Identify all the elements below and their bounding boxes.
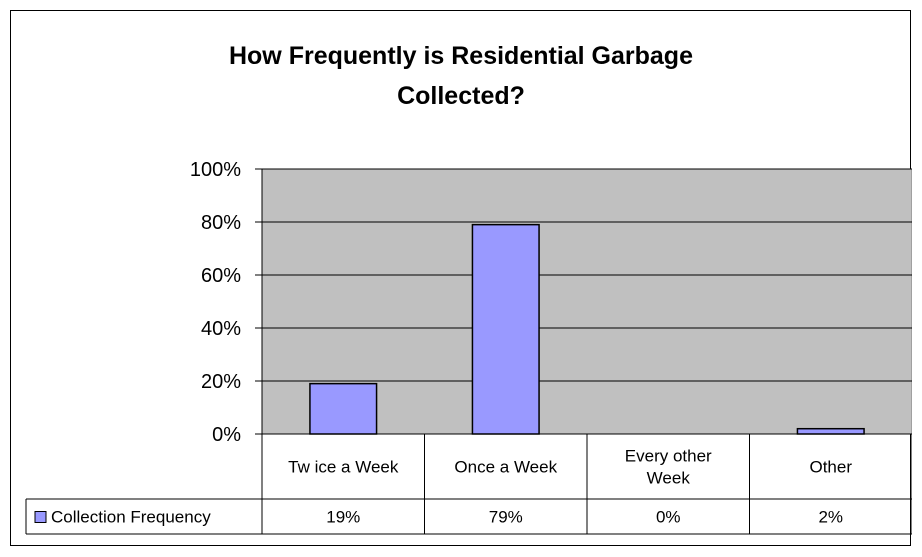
chart-title-line: How Frequently is Residential Garbage <box>229 42 693 70</box>
bar <box>796 427 865 435</box>
chart-title-line: Collected? <box>397 82 525 110</box>
category-label: Week <box>647 469 691 488</box>
bar <box>309 382 378 435</box>
y-tick-label: 0% <box>212 424 241 446</box>
data-value-label: 2% <box>818 508 843 527</box>
y-tick-label: 80% <box>201 212 241 234</box>
gridlines <box>262 168 912 382</box>
chart-frame: How Frequently is Residential Garbage Col… <box>10 10 912 546</box>
category-label: Every other <box>625 447 712 466</box>
legend-series-name: Collection Frequency <box>51 508 211 527</box>
category-label: Tw ice a Week <box>288 458 399 477</box>
legend-swatch <box>34 511 47 523</box>
category-label: Once a Week <box>454 458 557 477</box>
y-tick-label: 60% <box>201 265 241 287</box>
data-value-label: 0% <box>656 508 681 527</box>
data-value-label: 19% <box>326 508 360 527</box>
y-tick-label: 100% <box>190 159 241 181</box>
data-value-label: 79% <box>489 508 523 527</box>
chart-title: How Frequently is Residential Garbage Col… <box>229 42 693 110</box>
data-table: Tw ice a Week Once a Week Every other Week O… <box>25 433 912 535</box>
chart: How Frequently is Residential Garbage Col… <box>25 42 912 535</box>
y-tick-label: 40% <box>201 318 241 340</box>
category-label: Other <box>809 458 852 477</box>
bar <box>471 223 540 435</box>
y-axis-ticks: 0% 20% 40% 60% 80% 100% <box>190 159 263 446</box>
y-tick-label: 20% <box>201 371 241 393</box>
